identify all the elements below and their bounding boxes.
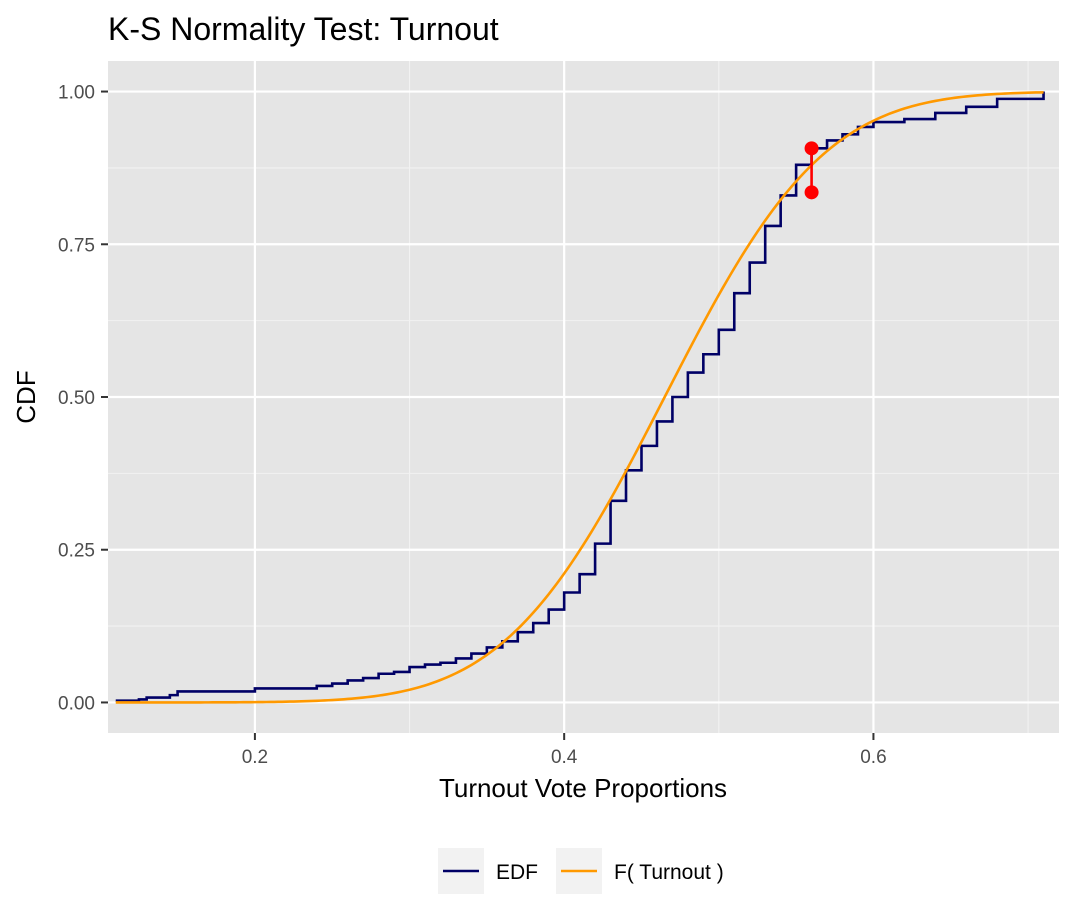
annotation-layer: [804, 141, 819, 200]
legend-label: EDF: [496, 861, 538, 884]
series-layer: [115, 91, 1045, 704]
y-tick-label: 0.00: [58, 693, 95, 714]
x-axis: 0.2 0.4 0.6: [242, 733, 887, 768]
legend: EDF F( Turnout ): [438, 848, 724, 894]
y-tick-label: 0.50: [58, 388, 95, 409]
series-edf-line: [115, 91, 1045, 702]
y-axis: 0.00 0.25 0.50 0.75 1.00: [58, 83, 108, 714]
chart-title: K-S Normality Test: Turnout: [108, 11, 499, 47]
ks-edf-point: [804, 141, 819, 156]
y-axis-title: CDF: [11, 370, 41, 423]
plot-area: [108, 61, 1059, 733]
legend-label: F( Turnout ): [614, 861, 724, 884]
y-tick-label: 0.25: [58, 541, 95, 562]
legend-item: F( Turnout ): [556, 848, 724, 894]
y-tick-label: 0.75: [58, 235, 95, 256]
legend-item: EDF: [438, 848, 538, 894]
x-tick-label: 0.2: [242, 747, 268, 768]
x-axis-title: Turnout Vote Proportions: [439, 773, 727, 803]
x-tick-label: 0.4: [551, 747, 578, 768]
y-tick-label: 1.00: [58, 83, 95, 104]
ks-normal-point: [804, 185, 819, 200]
x-tick-label: 0.6: [860, 747, 886, 768]
series-normal-cdf-line: [115, 91, 1044, 704]
